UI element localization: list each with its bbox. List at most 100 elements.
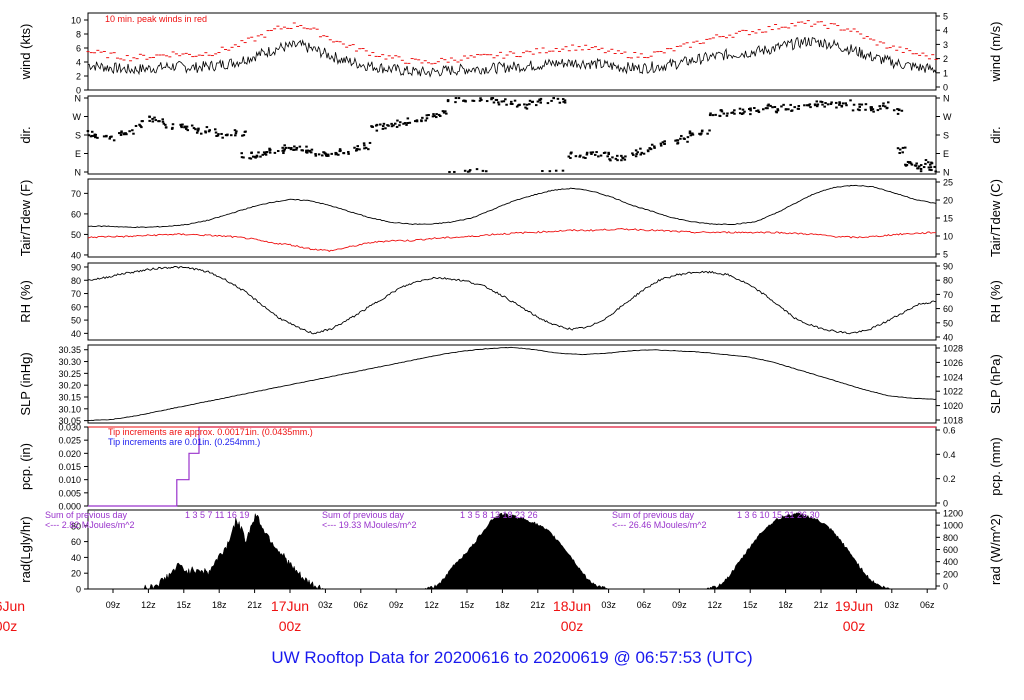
direction-point (468, 169, 472, 172)
direction-point (635, 153, 638, 156)
hour-markers: 1 3 6 10 15 21 26 30 (737, 510, 820, 520)
direction-point (930, 162, 934, 165)
direction-point (204, 131, 207, 134)
direction-point (362, 142, 366, 145)
direction-point (858, 103, 861, 106)
direction-point (128, 130, 131, 133)
direction-point (550, 99, 553, 102)
y-tick-label: N (75, 168, 82, 178)
direction-point (914, 164, 918, 167)
direction-point (901, 146, 905, 149)
direction-point (148, 119, 151, 122)
direction-point (616, 159, 619, 162)
direction-point (186, 129, 190, 132)
direction-point (251, 155, 255, 158)
direction-point (650, 143, 654, 146)
direction-point (259, 155, 262, 158)
direction-point (153, 116, 156, 119)
direction-point (561, 169, 565, 172)
direction-point (250, 151, 253, 154)
air-temperature-line (87, 184, 937, 229)
direction-point (582, 156, 585, 159)
chart-title: UW Rooftop Data for 20200616 to 20200619… (271, 648, 753, 667)
direction-point (599, 154, 603, 157)
y-tick-label-right: 1026 (943, 358, 963, 368)
direction-point (539, 97, 543, 100)
direction-point (856, 108, 860, 111)
direction-point (287, 146, 290, 149)
y-tick-label: 50 (71, 230, 81, 240)
y-tick-label-right: 80 (943, 276, 953, 286)
direction-point (396, 119, 399, 122)
direction-point (809, 106, 812, 109)
y-tick-label-right: 600 (943, 545, 958, 555)
direction-point (234, 132, 238, 135)
direction-point (414, 120, 417, 123)
direction-point (425, 117, 429, 120)
direction-point (510, 100, 513, 103)
direction-point (603, 151, 607, 154)
y-tick-label: 20 (71, 569, 81, 579)
direction-point (820, 100, 824, 103)
x-tick-label: 21z (531, 600, 546, 610)
y-tick-label-right: 1 (943, 68, 948, 78)
x-tick-label: 06z (920, 600, 935, 610)
y-tick-label-right: 40 (943, 333, 953, 343)
direction-point (790, 109, 794, 112)
direction-point (688, 130, 692, 133)
direction-point (502, 100, 506, 103)
direction-point (253, 155, 257, 158)
y-tick-label-right: 0.4 (943, 450, 956, 460)
direction-point (317, 153, 321, 156)
direction-point (561, 98, 565, 101)
direction-point (180, 124, 183, 127)
direction-point (387, 124, 390, 127)
y-tick-label-right: 0.2 (943, 474, 956, 484)
direction-point (796, 107, 800, 110)
direction-point (192, 127, 196, 130)
direction-point (421, 116, 424, 119)
direction-point (298, 145, 302, 148)
y-tick-label: 10 (71, 16, 81, 26)
x-tick-label: 09z (106, 600, 121, 610)
direction-point (784, 108, 788, 111)
direction-point (730, 111, 733, 114)
direction-point (314, 153, 317, 156)
direction-point (132, 132, 135, 135)
direction-point (634, 155, 638, 158)
direction-point (595, 151, 598, 154)
y-tick-label: 30.20 (58, 381, 81, 391)
direction-point (446, 100, 450, 103)
direction-point (290, 147, 293, 150)
direction-point (714, 113, 717, 116)
direction-point (691, 132, 694, 135)
y-tick-label: W (73, 112, 82, 122)
y-tick-label-right: 3 (943, 40, 948, 50)
direction-panel-frame (87, 95, 937, 175)
direction-point (220, 132, 223, 135)
direction-point (240, 156, 244, 159)
direction-point (183, 126, 186, 129)
direction-point (541, 170, 544, 173)
y-tick-label-right: 0 (943, 499, 948, 509)
direction-point (747, 108, 751, 111)
x-tick-label: 09z (672, 600, 687, 610)
direction-point (242, 134, 246, 137)
day-label: 19Jun (835, 598, 873, 614)
direction-point (382, 122, 386, 125)
y-tick-label-right: 1000 (943, 521, 963, 531)
direction-point (162, 122, 166, 125)
y-tick-label: E (75, 149, 81, 159)
direction-point (821, 103, 824, 106)
direction-point (933, 165, 936, 168)
direction-point (719, 109, 723, 112)
direction-point (757, 111, 761, 114)
direction-point (283, 148, 286, 151)
direction-point (204, 130, 207, 133)
direction-point (384, 127, 387, 130)
y-axis-label: RH (%) (18, 280, 33, 323)
direction-point (295, 148, 298, 151)
direction-point (433, 115, 436, 118)
direction-point (585, 151, 589, 154)
